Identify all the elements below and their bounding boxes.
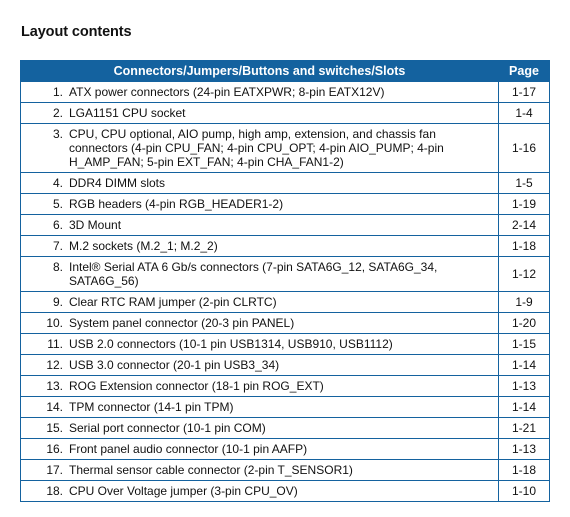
row-page: 1-14 [498,354,550,376]
row-description: Front panel audio connector (10-1 pin AA… [69,442,308,456]
name-cell: 1. ATX power connectors (24-pin EATXPWR; … [20,81,499,103]
row-number: 15. [46,421,63,435]
row-description: Serial port connector (10-1 pin COM) [69,421,266,435]
row-description: ATX power connectors (24-pin EATXPWR; 8-… [69,85,385,99]
row-number: 17. [46,463,63,477]
table-row: 11. USB 2.0 connectors (10-1 pin USB1314,… [20,333,550,355]
row-number: 18. [46,484,63,498]
name-cell: 4. DDR4 DIMM slots [20,172,499,194]
row-page: 1-16 [498,123,550,173]
table-row: 1. ATX power connectors (24-pin EATXPWR; … [20,81,550,103]
row-page: 1-20 [498,312,550,334]
row-page: 1-19 [498,193,550,215]
row-page: 1-13 [498,438,550,460]
row-number: 3. [52,127,63,141]
row-description: USB 3.0 connector (20-1 pin USB3_34) [69,358,280,372]
row-number: 4. [52,176,63,190]
row-page: 1-21 [498,417,550,439]
name-cell: 7. M.2 sockets (M.2_1; M.2_2) [20,235,499,257]
row-number: 12. [46,358,63,372]
table-row: 8. Intel® Serial ATA 6 Gb/s connectors (7… [20,256,550,292]
table-row: 5. RGB headers (4-pin RGB_HEADER1-2) 1-19 [20,193,550,215]
name-cell: 6. 3D Mount [20,214,499,236]
name-cell: 3. CPU, CPU optional, AIO pump, high amp,… [20,123,499,173]
row-description: CPU Over Voltage jumper (3-pin CPU_OV) [69,484,298,498]
row-page: 1-9 [498,291,550,313]
row-description: DDR4 DIMM slots [69,176,166,190]
name-cell: 5. RGB headers (4-pin RGB_HEADER1-2) [20,193,499,215]
table-row: 2. LGA1151 CPU socket 1-4 [20,102,550,124]
row-page: 1-5 [498,172,550,194]
table-row: 7. M.2 sockets (M.2_1; M.2_2) 1-18 [20,235,550,257]
row-description: LGA1151 CPU socket [69,106,186,120]
name-cell: 13. ROG Extension connector (18-1 pin ROG… [20,375,499,397]
row-page: 1-18 [498,459,550,481]
table-row: 13. ROG Extension connector (18-1 pin ROG… [20,375,550,397]
name-cell: 14. TPM connector (14-1 pin TPM) [20,396,499,418]
row-description: ROG Extension connector (18-1 pin ROG_EX… [69,379,324,393]
table-row: 17. Thermal sensor cable connector (2-pin… [20,459,550,481]
row-description: System panel connector (20-3 pin PANEL) [69,316,295,330]
table-row: 6. 3D Mount 2-14 [20,214,550,236]
row-number: 8. [52,260,63,274]
row-description: Thermal sensor cable connector (2-pin T_… [69,463,353,477]
name-cell: 11. USB 2.0 connectors (10-1 pin USB1314,… [20,333,499,355]
row-page: 2-14 [498,214,550,236]
table-row: 15. Serial port connector (10-1 pin COM) … [20,417,550,439]
section-title: Layout contents [21,24,132,40]
name-cell: 15. Serial port connector (10-1 pin COM) [20,417,499,439]
row-description: 3D Mount [69,218,122,232]
table-row: 12. USB 3.0 connector (20-1 pin USB3_34) … [20,354,550,376]
row-description: RGB headers (4-pin RGB_HEADER1-2) [69,197,284,211]
row-page: 1-15 [498,333,550,355]
row-number: 14. [46,400,63,414]
name-cell: 17. Thermal sensor cable connector (2-pin… [20,459,499,481]
row-description: Clear RTC RAM jumper (2-pin CLRTC) [69,295,277,309]
row-number: 9. [52,295,63,309]
header-name: Connectors/Jumpers/Buttons and switches/… [20,60,499,82]
row-page: 1-18 [498,235,550,257]
row-page: 1-13 [498,375,550,397]
row-number: 13. [46,379,63,393]
table-row: 9. Clear RTC RAM jumper (2-pin CLRTC) 1-9 [20,291,550,313]
row-number: 16. [46,442,63,456]
row-page: 1-14 [498,396,550,418]
row-page: 1-4 [498,102,550,124]
layout-contents-table: Connectors/Jumpers/Buttons and switches/… [20,60,550,502]
row-number: 1. [52,85,63,99]
row-number: 5. [52,197,63,211]
name-cell: 8. Intel® Serial ATA 6 Gb/s connectors (7… [20,256,499,292]
row-number: 2. [52,106,63,120]
row-page: 1-17 [498,81,550,103]
row-number: 7. [52,239,63,253]
row-description: TPM connector (14-1 pin TPM) [69,400,234,414]
table-row: 14. TPM connector (14-1 pin TPM) 1-14 [20,396,550,418]
row-description: USB 2.0 connectors (10-1 pin USB1314, US… [69,337,393,351]
table-row: 10. System panel connector (20-3 pin PANE… [20,312,550,334]
name-cell: 9. Clear RTC RAM jumper (2-pin CLRTC) [20,291,499,313]
table-row: 16. Front panel audio connector (10-1 pin… [20,438,550,460]
row-number: 10. [46,316,63,330]
row-page: 1-10 [498,480,550,502]
table-header-row: Connectors/Jumpers/Buttons and switches/… [20,60,550,82]
name-cell: 10. System panel connector (20-3 pin PANE… [20,312,499,334]
table-row: 4. DDR4 DIMM slots 1-5 [20,172,550,194]
table-row: 3. CPU, CPU optional, AIO pump, high amp,… [20,123,550,173]
name-cell: 12. USB 3.0 connector (20-1 pin USB3_34) [20,354,499,376]
table-row: 18. CPU Over Voltage jumper (3-pin CPU_OV… [20,480,550,502]
row-description: M.2 sockets (M.2_1; M.2_2) [69,239,218,253]
name-cell: 2. LGA1151 CPU socket [20,102,499,124]
row-number: 11. [47,337,63,351]
row-description: Intel® Serial ATA 6 Gb/s connectors (7-p… [69,260,438,288]
row-description: CPU, CPU optional, AIO pump, high amp, e… [69,127,444,169]
row-number: 6. [52,218,63,232]
name-cell: 18. CPU Over Voltage jumper (3-pin CPU_OV… [20,480,499,502]
name-cell: 16. Front panel audio connector (10-1 pin… [20,438,499,460]
row-page: 1-12 [498,256,550,292]
header-page: Page [498,60,550,82]
